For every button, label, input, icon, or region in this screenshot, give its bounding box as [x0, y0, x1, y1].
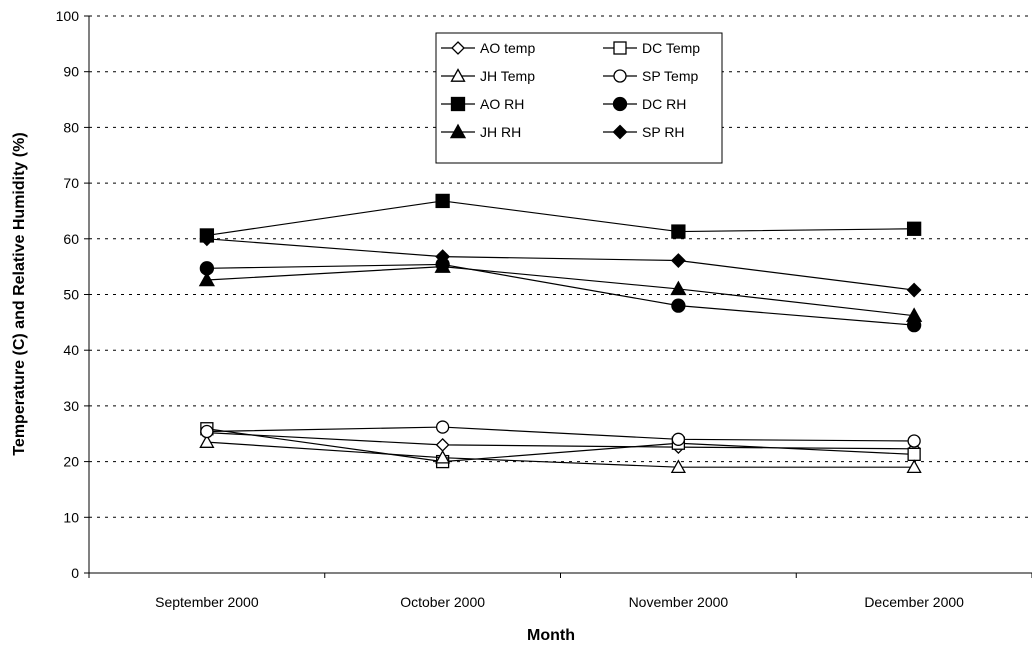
- series-jh-temp: [199, 434, 922, 474]
- axes: [84, 15, 1032, 578]
- data-point-ao-rh: [906, 221, 922, 236]
- data-point-ao-rh: [435, 193, 450, 209]
- y-tick-label: 10: [63, 509, 79, 525]
- series-sp-rh: [199, 231, 922, 298]
- series-line-jh-temp: [206, 441, 915, 468]
- legend-marker-sp-temp: [613, 69, 627, 83]
- data-point-jh-temp: [199, 434, 215, 448]
- series-line-dc-rh: [206, 263, 915, 326]
- y-tick-label: 60: [63, 231, 79, 247]
- data-point-jh-temp: [906, 459, 922, 474]
- y-tick-label: 100: [56, 8, 80, 24]
- legend-label: JH RH: [480, 124, 521, 140]
- data-point-sp-temp: [200, 424, 214, 439]
- x-axis-title: Month: [527, 627, 575, 644]
- data-point-jh-rh: [670, 280, 687, 296]
- series-line-sp-rh: [206, 238, 915, 291]
- data-point-dc-rh: [671, 298, 686, 313]
- data-point-jh-rh: [434, 258, 451, 273]
- legend-marker-ao-rh: [450, 96, 466, 112]
- data-point-sp-rh: [906, 282, 922, 298]
- y-tick-label: 20: [63, 454, 79, 470]
- y-tick-label: 90: [63, 64, 79, 80]
- y-tick-label: 50: [63, 287, 79, 303]
- x-tick-label: September 2000: [155, 594, 259, 610]
- series-jh-rh: [198, 258, 923, 322]
- data-point-jh-rh: [906, 307, 923, 322]
- data-point-sp-rh: [670, 253, 686, 268]
- y-tick-label: 80: [63, 119, 79, 135]
- legend-marker-jh-temp: [450, 68, 466, 82]
- data-point-sp-temp: [907, 434, 921, 448]
- data-point-jh-temp: [670, 459, 686, 474]
- legend-item-dc-temp: DC Temp: [603, 40, 700, 56]
- data-point-sp-rh: [199, 231, 215, 247]
- legend: AO temp DC Temp JH Temp SP Temp AO RH DC RH JH…: [435, 32, 723, 164]
- legend-label: DC RH: [642, 96, 686, 112]
- y-tick-label: 0: [71, 565, 79, 581]
- legend-item-sp-temp: SP Temp: [603, 68, 699, 84]
- x-tick-label: December 2000: [864, 594, 964, 610]
- legend-item-ao-rh: AO RH: [441, 96, 524, 112]
- x-tick-label: November 2000: [629, 594, 729, 610]
- legend-marker-ao-temp: [451, 41, 465, 55]
- data-point-sp-rh: [435, 249, 451, 265]
- series-sp-temp: [200, 420, 921, 448]
- series-line-jh-rh: [206, 266, 915, 317]
- legend-label: DC Temp: [642, 40, 700, 56]
- legend-label: JH Temp: [480, 68, 535, 84]
- legend-item-sp-rh: SP RH: [603, 124, 685, 140]
- legend-item-ao-temp: AO temp: [441, 40, 535, 56]
- series-group: [198, 193, 923, 474]
- legend-label: AO RH: [480, 96, 524, 112]
- y-tick-label: 30: [63, 398, 79, 414]
- data-point-sp-temp: [671, 432, 686, 446]
- series-line-dc-temp: [206, 428, 915, 463]
- legend-marker-jh-rh: [449, 123, 467, 139]
- series-line-sp-temp: [206, 426, 915, 442]
- legend-label: SP Temp: [642, 68, 699, 84]
- gridlines: [89, 15, 1032, 518]
- x-tick-labels: September 2000 October 2000 November 2000 D…: [155, 594, 964, 610]
- legend-box: [435, 32, 723, 164]
- data-point-ao-temp: [435, 437, 450, 452]
- legend-marker-sp-rh: [612, 124, 628, 140]
- legend-marker-dc-rh: [612, 96, 628, 112]
- data-point-jh-rh: [198, 271, 215, 287]
- series-line-ao-rh: [206, 200, 915, 237]
- legend-marker-dc-temp: [613, 41, 627, 55]
- series-line-ao-temp: [206, 432, 915, 450]
- data-point-sp-temp: [435, 420, 450, 434]
- legend-label: SP RH: [642, 124, 685, 140]
- data-point-jh-temp: [435, 449, 451, 464]
- y-tick-label: 40: [63, 342, 79, 358]
- data-point-ao-rh: [671, 224, 686, 239]
- y-axis-title: Temperature (C) and Relative Humidity (%…: [11, 132, 28, 455]
- x-tick-label: October 2000: [400, 594, 485, 610]
- legend-item-jh-temp: JH Temp: [441, 68, 535, 84]
- legend-item-jh-rh: JH RH: [441, 123, 521, 140]
- series-ao-rh: [199, 193, 922, 243]
- data-point-dc-temp: [907, 447, 921, 462]
- legend-item-dc-rh: DC RH: [603, 96, 686, 112]
- y-tick-labels: 0 10 20 30 40 50 60 70 80 90 100: [56, 8, 80, 581]
- legend-label: AO temp: [480, 40, 535, 56]
- y-tick-label: 70: [63, 175, 79, 191]
- series-dc-rh: [199, 257, 922, 333]
